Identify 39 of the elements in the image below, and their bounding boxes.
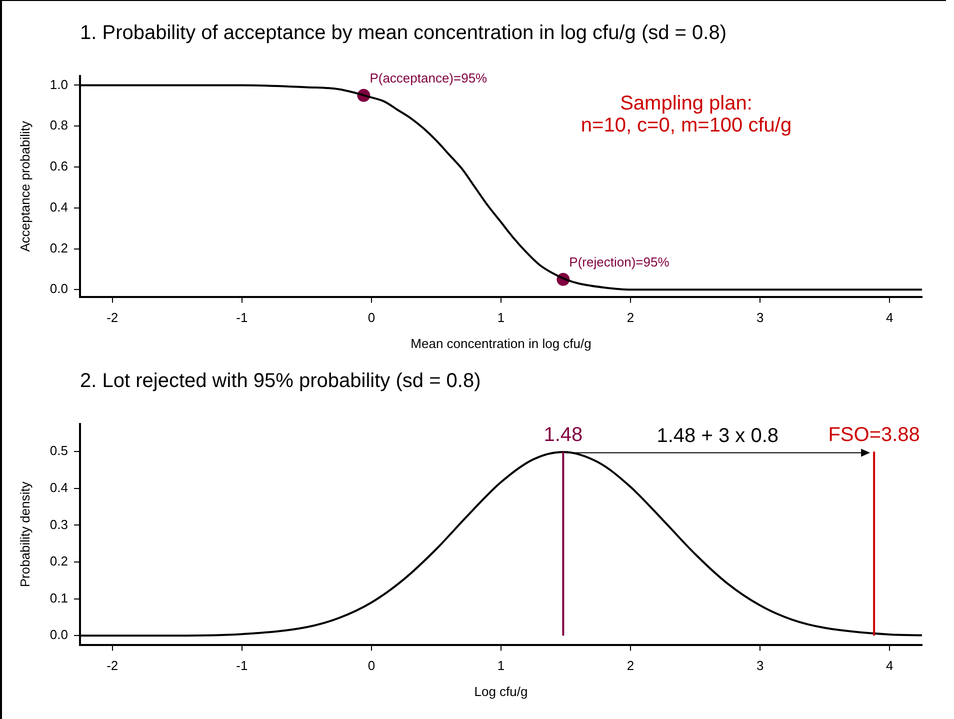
y-tick-label: 0.4 [50, 199, 68, 214]
chart-title: 1. Probability of acceptance by mean concentration in log cfu/g (sd = 0.8) [80, 22, 726, 45]
x-tick-label: -1 [236, 658, 248, 674]
x-tick-label: 1 [497, 310, 505, 326]
y-tick-label: 0.2 [50, 240, 68, 256]
x-tick-label: -2 [106, 658, 118, 674]
y-axis-title: Probability density [17, 481, 32, 588]
y-tick-label: 0.3 [50, 516, 68, 532]
y-tick-label: 0.8 [50, 118, 68, 133]
y-tick-label: 0.4 [50, 480, 68, 495]
y-tick-label: 0.5 [50, 443, 68, 458]
y-tick-label: 0.1 [50, 590, 68, 606]
y-tick-label: 1.0 [50, 76, 68, 92]
x-tick-label: 0 [368, 658, 376, 674]
chart-title: 2. Lot rejected with 95% probability (sd = 0.8) [80, 370, 481, 393]
ref-line-label: FSO=3.88 [828, 424, 920, 446]
x-tick-label: -2 [106, 310, 118, 326]
y-tick-label: 0.0 [50, 281, 68, 296]
ref-line-label: 1.48 [544, 424, 583, 446]
x-tick-label: 3 [756, 310, 764, 326]
x-tick-label: 4 [886, 658, 894, 674]
x-tick-label: 4 [886, 310, 894, 326]
x-tick-label: -1 [236, 310, 248, 326]
y-tick-label: 0.0 [50, 627, 68, 642]
annotation: 1.48 + 3 x 0.8 [656, 425, 779, 448]
x-axis-title: Mean concentration in log cfu/g [410, 336, 592, 351]
annotation: P(rejection)=95% [569, 254, 670, 270]
annotation: P(acceptance)=95% [370, 70, 488, 86]
y-tick-label: 0.6 [50, 158, 68, 174]
x-tick-label: 2 [626, 310, 634, 326]
x-tick-label: 0 [368, 310, 376, 326]
x-axis-title: Log cfu/g [474, 684, 528, 699]
x-tick-label: 3 [756, 658, 764, 674]
y-axis-title: Acceptance probability [17, 120, 32, 252]
x-tick-label: 1 [497, 658, 505, 674]
y-tick-label: 0.2 [50, 554, 68, 569]
annotation: n=10, c=0, m=100 cfu/g [580, 114, 792, 137]
annotation: Sampling plan: [620, 92, 752, 115]
x-tick-label: 2 [626, 658, 634, 674]
